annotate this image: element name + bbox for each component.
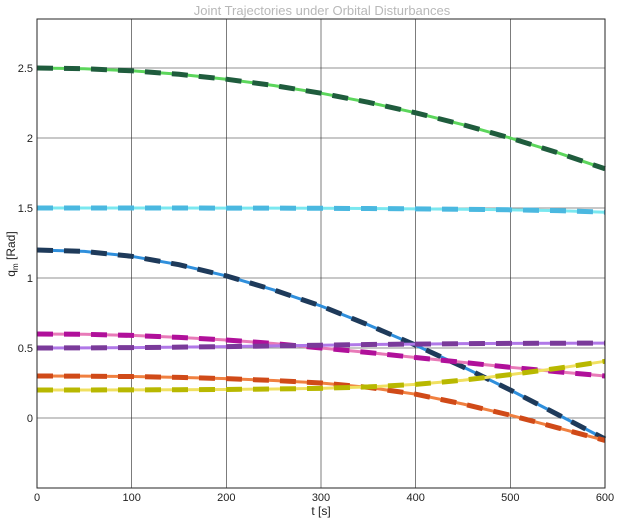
x-tick-label: 0 bbox=[34, 492, 40, 504]
x-tick-label: 400 bbox=[406, 492, 424, 504]
x-tick-label: 600 bbox=[596, 492, 614, 504]
x-axis-label: t [s] bbox=[311, 504, 330, 518]
y-tick-label: 2.5 bbox=[18, 63, 33, 75]
plot-area bbox=[36, 18, 606, 489]
y-axis-label: qm [Rad] bbox=[4, 231, 20, 276]
series-4-dashed-line bbox=[36, 340, 606, 351]
x-tick-label: 200 bbox=[217, 492, 235, 504]
series-lines bbox=[36, 65, 607, 443]
series-2-dashed-line bbox=[36, 247, 607, 442]
y-tick-label: 1.5 bbox=[18, 203, 33, 215]
series-0-dashed-line bbox=[36, 65, 606, 172]
y-tick-label: 1 bbox=[27, 273, 33, 285]
series-1-dashed-line bbox=[37, 205, 606, 215]
y-tick-label: 0 bbox=[27, 413, 33, 425]
y-tick-label: 2 bbox=[27, 133, 33, 145]
series-3-dashed-line bbox=[36, 331, 606, 379]
series-5-dashed-line bbox=[36, 373, 606, 443]
y-tick-label: 0.5 bbox=[18, 343, 33, 355]
series-6-dashed-line bbox=[37, 358, 606, 393]
y-axis-label-main: q bbox=[4, 270, 18, 277]
x-tick-label: 100 bbox=[122, 492, 140, 504]
y-axis-label-unit: [Rad] bbox=[4, 231, 18, 263]
x-tick-label: 300 bbox=[312, 492, 330, 504]
chart-title: Joint Trajectories under Orbital Disturb… bbox=[194, 3, 451, 18]
tick-labels: 0 100 200 300 400 500 600 0 0.5 1 1.5 2 2.5 bbox=[18, 63, 614, 504]
y-axis-label-subscript: m bbox=[11, 263, 20, 270]
x-tick-label: 500 bbox=[501, 492, 519, 504]
